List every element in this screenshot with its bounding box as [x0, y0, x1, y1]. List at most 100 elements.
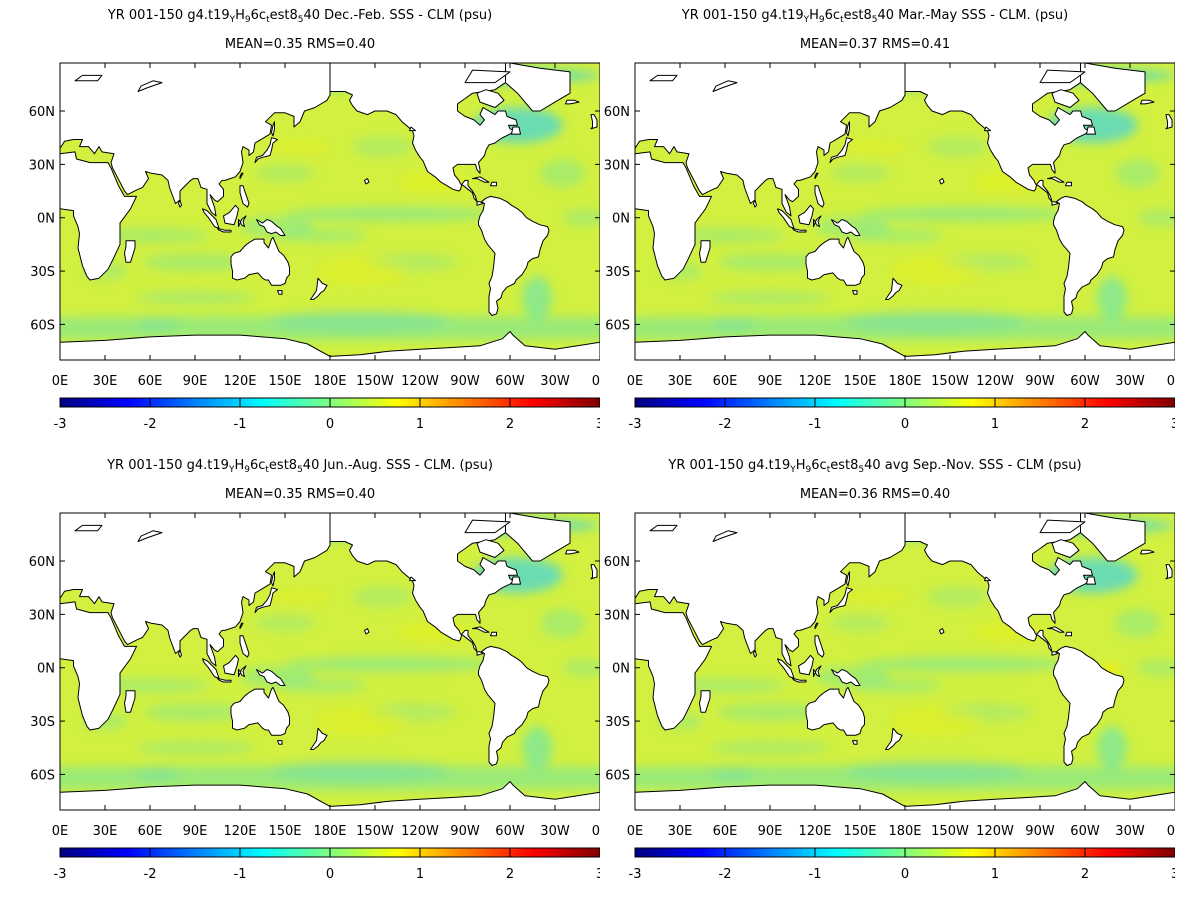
madagascar	[699, 240, 711, 263]
y-tick-label: 60N	[604, 555, 630, 570]
colorbar-tick-label: -2	[144, 867, 157, 882]
n-america	[329, 63, 518, 206]
java	[792, 227, 807, 233]
newfoundland	[1086, 576, 1096, 585]
svalbard	[649, 74, 678, 82]
y-tick-label: 60S	[605, 318, 630, 333]
x-tick-label: 180E	[888, 374, 921, 389]
x-tick-label: 150W	[931, 824, 969, 839]
panel-stats: MEAN=0.37 RMS=0.41	[799, 37, 951, 52]
colorbar-tick-label: 3	[1171, 417, 1175, 432]
greenland-arctic	[1080, 513, 1146, 562]
java	[217, 227, 232, 233]
antarctica	[60, 331, 600, 360]
africa	[60, 601, 137, 731]
x-tick-label: 120W	[976, 824, 1014, 839]
x-tick-label: 90E	[758, 374, 783, 389]
colorbar-tick-label: 0	[901, 867, 909, 882]
x-tick-label: 120W	[401, 374, 439, 389]
panel-stats: MEAN=0.35 RMS=0.40	[224, 37, 376, 52]
cuba	[472, 176, 490, 183]
hispaniola	[1065, 631, 1072, 637]
x-tick-label: 180E	[313, 824, 346, 839]
y-tick-label: 30N	[29, 158, 55, 173]
colorbar-tick-label: -1	[809, 417, 822, 432]
colorbar-tick-label: 0	[326, 867, 334, 882]
x-tick-label: 180E	[313, 374, 346, 389]
x-tick-label: 60W	[1070, 824, 1100, 839]
x-tick-label: 150E	[843, 824, 876, 839]
uk	[1165, 114, 1173, 130]
panel-title: YR 001-150 g4.t19YH96ctest8540 avg Sep.-…	[668, 458, 1082, 475]
newfoundland	[511, 126, 521, 135]
ellesmere	[464, 69, 511, 84]
x-tick-label: 90E	[183, 374, 208, 389]
panel-stats: MEAN=0.35 RMS=0.40	[224, 487, 376, 502]
y-tick-label: 30N	[604, 608, 630, 623]
colorbar-tick-label: 0	[326, 417, 334, 432]
panel-title: YR 001-150 g4.t19YH96ctest8540 Jun.-Aug.…	[107, 458, 493, 475]
taiwan	[239, 622, 244, 630]
x-tick-label: 120E	[223, 824, 256, 839]
x-tick-label: 60E	[713, 824, 738, 839]
java	[792, 677, 807, 683]
philippines	[239, 185, 250, 208]
x-tick-label: 0E	[1167, 824, 1175, 839]
new-zealand	[310, 277, 328, 300]
colorbar-tick-label: 2	[506, 867, 514, 882]
x-tick-label: 120E	[223, 374, 256, 389]
jun-aug-panel: 60N 30N 0N 30S 60S 0E 30E 60E 90E 120E 150E 180E 150…	[0, 450, 600, 900]
new-guinea	[831, 669, 861, 686]
x-tick-label: 30W	[540, 824, 570, 839]
taiwan	[814, 172, 819, 180]
y-tick-label: 60N	[29, 555, 55, 570]
iceland	[565, 549, 580, 555]
y-tick-label: 60N	[29, 105, 55, 120]
colorbar-tick-label: 1	[991, 417, 999, 432]
cuba	[1047, 626, 1065, 633]
hispaniola	[490, 631, 497, 637]
x-tick-label: 60E	[713, 374, 738, 389]
y-tick-label: 60S	[30, 768, 55, 783]
taiwan	[239, 172, 244, 180]
colorbar-tick-label: -1	[234, 417, 247, 432]
colorbar-tick-label: -3	[629, 417, 642, 432]
vancouver	[984, 576, 991, 582]
new-guinea	[256, 669, 286, 686]
eurasia	[60, 63, 331, 217]
novaya-zemlya	[137, 80, 163, 92]
antarctica	[635, 331, 1175, 360]
new-zealand	[310, 727, 328, 750]
x-tick-label: 90E	[758, 824, 783, 839]
colorbar-tick-label: 2	[506, 417, 514, 432]
y-tick-label: 30N	[604, 158, 630, 173]
s-america	[1053, 645, 1125, 766]
colorbar-tick-label: 1	[416, 867, 424, 882]
panel-stats: MEAN=0.36 RMS=0.40	[799, 487, 951, 502]
x-tick-label: 150E	[843, 374, 876, 389]
x-tick-label: 0E	[592, 824, 600, 839]
japan	[829, 587, 853, 614]
tasmania	[852, 290, 858, 295]
panel-title: YR 001-150 g4.t19YH96ctest8540 Mar.-May …	[681, 8, 1069, 25]
sulawesi	[238, 215, 247, 228]
colorbar-tick-label: 3	[596, 417, 600, 432]
sep-nov-panel: 60N 30N 0N 30S 60S 0E 30E 60E 90E 120E 150E 180E 150…	[575, 450, 1175, 900]
hawaii	[939, 178, 945, 185]
x-tick-label: 30E	[93, 824, 118, 839]
sumatra	[777, 658, 795, 679]
colorbar-tick-label: -2	[719, 417, 732, 432]
australia	[805, 236, 865, 286]
x-tick-label: 90E	[183, 824, 208, 839]
colorbar-tick-label: 3	[1171, 867, 1175, 882]
hispaniola	[1065, 181, 1072, 187]
y-tick-label: 0N	[37, 212, 55, 227]
eurasia	[635, 513, 906, 667]
new-guinea	[831, 219, 861, 236]
y-tick-label: 30S	[605, 715, 630, 730]
n-america	[329, 513, 518, 656]
madagascar	[699, 690, 711, 713]
